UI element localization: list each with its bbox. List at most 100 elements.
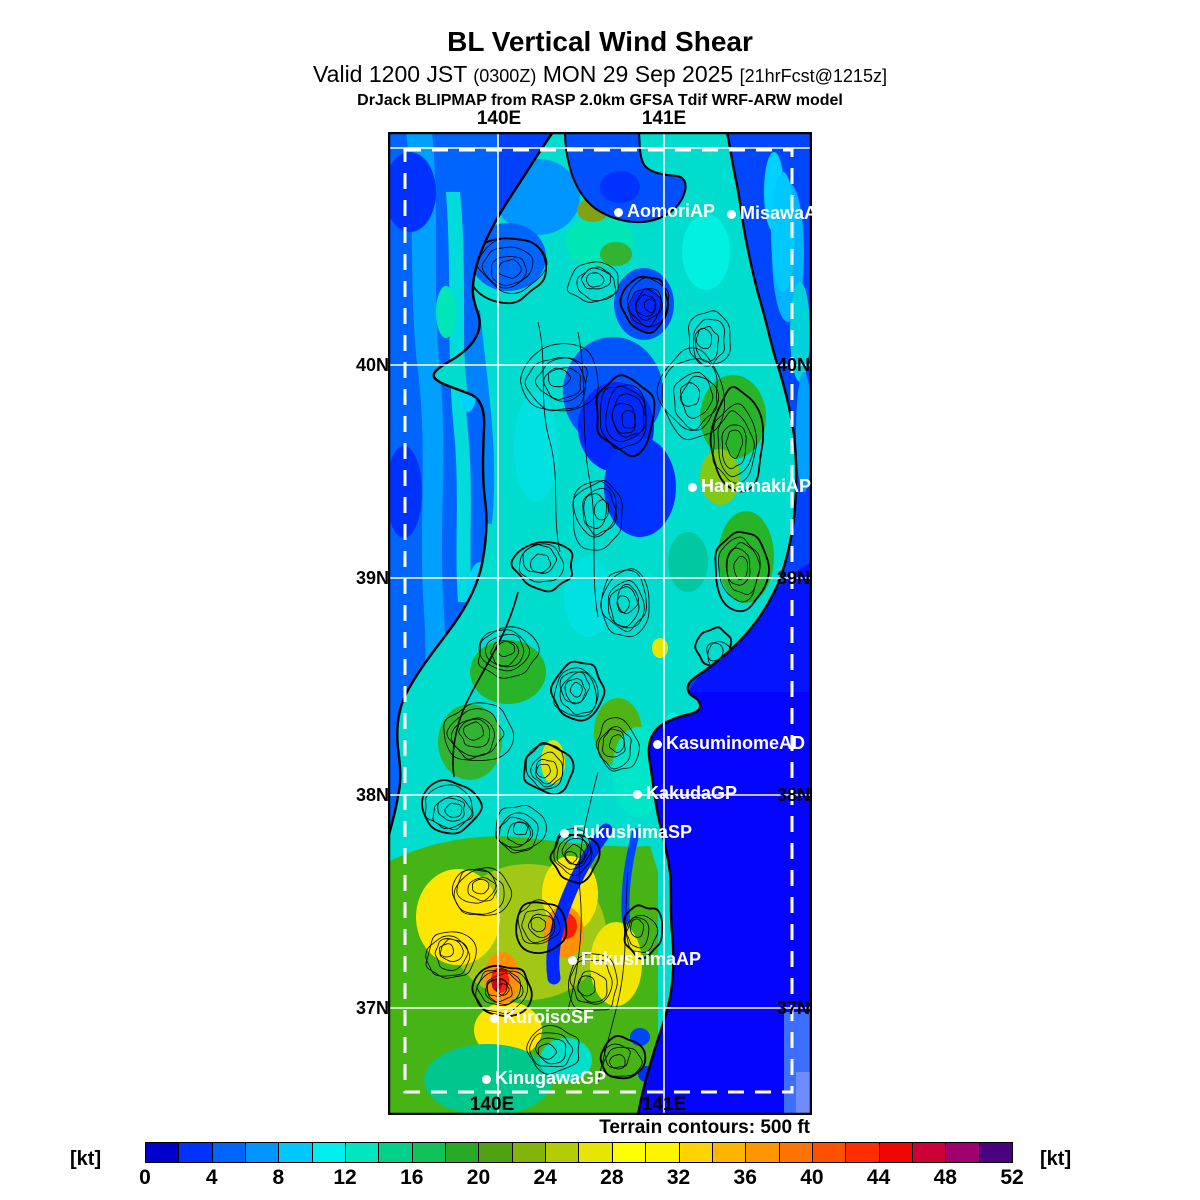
lat-label-left-40N: 40N bbox=[355, 355, 389, 375]
colorbar-segment-12kt bbox=[346, 1143, 380, 1162]
valid-utc: (0300Z) bbox=[473, 66, 537, 86]
contour-ring bbox=[673, 371, 720, 431]
contour-ring bbox=[564, 678, 587, 705]
station-label: FukushimaAP bbox=[581, 949, 702, 969]
contour-ring bbox=[522, 543, 557, 574]
lon-label-top-140E: 140E bbox=[476, 108, 522, 129]
station-dot bbox=[482, 1075, 491, 1084]
contour-ring bbox=[550, 660, 606, 722]
contour-ring bbox=[577, 970, 608, 1003]
colorbar-segment-30kt bbox=[646, 1143, 680, 1162]
colorbar-segment-42kt bbox=[846, 1143, 880, 1162]
colorbar-tick-20: 20 bbox=[466, 1166, 491, 1189]
colorbar-segment-22kt bbox=[512, 1143, 547, 1162]
contour-ring bbox=[522, 742, 575, 796]
contour-ring bbox=[561, 838, 589, 865]
contour-ring bbox=[609, 586, 640, 628]
colorbar-unit-left: [kt] bbox=[70, 1148, 102, 1170]
colorbar-tick-32: 32 bbox=[666, 1166, 691, 1189]
lat-label-right-39N: 39N bbox=[776, 568, 810, 588]
colorbar-segment-48kt bbox=[946, 1143, 980, 1162]
contour-ring bbox=[517, 899, 561, 945]
valid-prefix: Valid 1200 JST bbox=[313, 61, 474, 87]
colorbar-segment-16kt bbox=[412, 1143, 447, 1162]
map-border bbox=[388, 132, 812, 1115]
colorbar bbox=[145, 1142, 1013, 1163]
station-label: KuroisoSF bbox=[503, 1007, 595, 1027]
valid-line: Valid 1200 JST (0300Z) MON 29 Sep 2025 [… bbox=[0, 61, 1200, 88]
contour-ring bbox=[621, 409, 636, 429]
colorbar-tick-28: 28 bbox=[600, 1166, 624, 1189]
colorbar-segment-34kt bbox=[712, 1143, 747, 1162]
colorbar-tick-16: 16 bbox=[400, 1166, 424, 1189]
forecast-tag: [21hrFcst@1215z] bbox=[739, 66, 887, 86]
contour-ring bbox=[476, 968, 521, 1007]
lat-label-left-39N: 39N bbox=[355, 568, 389, 588]
contour-ring bbox=[572, 480, 623, 551]
lat-label-right-37N: 37N bbox=[776, 998, 810, 1018]
contour-ring bbox=[725, 429, 744, 459]
contour-ring bbox=[593, 499, 610, 521]
contour-ring bbox=[712, 403, 757, 484]
contour-ring bbox=[609, 1054, 626, 1070]
contour-ring bbox=[623, 904, 664, 960]
colorbar-unit-right: [kt] bbox=[1040, 1148, 1072, 1170]
contour-ring bbox=[451, 867, 513, 916]
contour-ring bbox=[564, 851, 578, 865]
contour-ring bbox=[733, 555, 749, 580]
contour-ring bbox=[616, 595, 630, 614]
contour-ring bbox=[595, 374, 656, 458]
contour-ring bbox=[679, 375, 714, 419]
contour-ring bbox=[537, 1043, 557, 1060]
contour-ring bbox=[559, 671, 597, 715]
contour-ring bbox=[486, 979, 508, 997]
contour-ring bbox=[576, 267, 617, 302]
contour-ring bbox=[491, 256, 527, 286]
colorbar-segment-36kt bbox=[746, 1143, 780, 1162]
valid-date: MON 29 Sep 2025 bbox=[536, 61, 740, 87]
colorbar-segment-24kt bbox=[546, 1143, 580, 1162]
contour-ring bbox=[605, 385, 645, 443]
contour-ring bbox=[535, 1037, 567, 1065]
contour-ring bbox=[600, 569, 647, 632]
contour-ring bbox=[581, 266, 612, 290]
contour-ring bbox=[717, 410, 755, 477]
contour-ring bbox=[534, 357, 588, 402]
contour-ring bbox=[527, 913, 554, 939]
contour-ring bbox=[602, 728, 626, 758]
contour-ring bbox=[547, 367, 571, 388]
contour-ring bbox=[471, 964, 533, 1018]
lat-label-left-38N: 38N bbox=[355, 785, 389, 805]
colorbar-segment-40kt bbox=[812, 1143, 847, 1162]
contour-ring bbox=[444, 802, 463, 818]
contour-ring bbox=[485, 633, 525, 668]
map-frame bbox=[388, 132, 812, 1115]
contour-ring bbox=[553, 667, 599, 717]
colorbar-segment-38kt bbox=[779, 1143, 813, 1162]
station-label: KakudaGP bbox=[646, 783, 738, 803]
colorbar-segment-28kt bbox=[612, 1143, 647, 1162]
contour-ring bbox=[602, 1046, 643, 1077]
contour-ring bbox=[477, 626, 540, 679]
contour-ring bbox=[521, 908, 556, 944]
contour-ring bbox=[656, 347, 726, 441]
contour-ring bbox=[603, 1043, 631, 1069]
contour-ring bbox=[471, 878, 490, 895]
contour-ring bbox=[585, 272, 605, 288]
lat-label-right-38N: 38N bbox=[776, 785, 810, 805]
contour-line bbox=[597, 871, 629, 1083]
contour-ring bbox=[635, 294, 656, 317]
contour-ring bbox=[569, 681, 583, 698]
contour-ring bbox=[530, 916, 546, 933]
colorbar-segment-10kt bbox=[312, 1143, 347, 1162]
colorbar-tick-4: 4 bbox=[205, 1166, 218, 1189]
contour-ring bbox=[616, 583, 639, 614]
contour-ring bbox=[450, 717, 495, 757]
map-canvas bbox=[388, 132, 812, 1115]
colorbar-tick-12: 12 bbox=[333, 1166, 357, 1189]
contour-ring bbox=[553, 828, 593, 876]
contour-ring bbox=[421, 779, 483, 835]
contour-ring bbox=[520, 343, 599, 412]
contour-ring bbox=[597, 726, 632, 770]
contour-ring bbox=[485, 977, 513, 1003]
